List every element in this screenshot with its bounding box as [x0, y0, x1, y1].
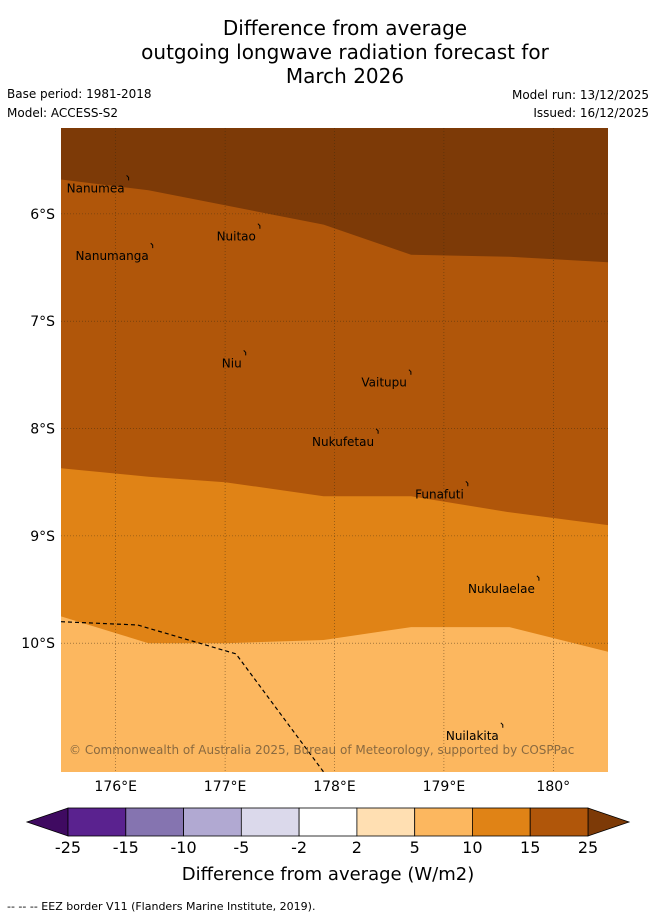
colorbar-tick-label: -10	[171, 838, 197, 857]
lon-tick-label: 176°E	[94, 779, 137, 795]
island-outline	[375, 428, 379, 434]
colorbar-segment	[125, 807, 185, 837]
island-label: Nukulaelae	[468, 582, 535, 596]
lon-tick-label: 180°	[536, 779, 570, 795]
island-label: Nukufetau	[312, 435, 374, 449]
colorbar-tick-label: -5	[233, 838, 249, 857]
colorbar-over-arrow	[587, 807, 631, 837]
chart-title: Difference from average outgoing longwav…	[0, 16, 655, 88]
colorbar-tick-label: -2	[291, 838, 307, 857]
lat-tick-label: 6°S	[30, 207, 55, 223]
island-outline	[150, 242, 154, 249]
colorbar-tick-label: 5	[410, 838, 420, 857]
base-period-label: Base period: 1981-2018	[7, 87, 152, 101]
colorbar-under-arrow	[25, 807, 69, 837]
colorbar-tick-label: 10	[462, 838, 482, 857]
island-outline	[500, 722, 504, 728]
island-label: Nanumea	[67, 181, 125, 195]
band-5-to-10	[61, 616, 608, 772]
forecast-map: Nanumea Nuitao Nanumanga Niu Vaitupu Nukufeta…	[21, 128, 631, 885]
island-label: Niu	[222, 356, 242, 370]
colorbar-tick-label: 15	[520, 838, 540, 857]
eez-border-note: -- -- -- EEZ border V11 (Flanders Marine…	[7, 900, 316, 913]
island-label: Funafuti	[415, 487, 464, 501]
eez-border-line	[60, 621, 325, 773]
colorbar-title: Difference from average (W/m2)	[182, 864, 474, 885]
colorbar-segment	[356, 807, 416, 837]
island-outline	[126, 175, 130, 181]
issued-label: Issued: 16/12/2025	[533, 106, 649, 120]
model-label: Model: ACCESS-S2	[7, 106, 119, 120]
island-outline	[465, 480, 469, 487]
colorbar-segment	[471, 807, 531, 837]
island-label: Vaitupu	[361, 376, 407, 390]
colorbar-tick-label: -25	[55, 838, 81, 857]
island-outline	[536, 575, 540, 581]
island-label: Nuitao	[217, 230, 256, 244]
colorbar-segment	[67, 807, 127, 837]
colorbar-tick-label: 25	[578, 838, 598, 857]
title-line-2: outgoing longwave radiation forecast for	[141, 40, 549, 64]
island-outline	[243, 350, 247, 356]
island-label: Nuilakita	[446, 729, 499, 743]
colorbar-tick-label: 2	[352, 838, 362, 857]
lat-tick-label: 8°S	[30, 422, 55, 438]
lon-tick-label: 177°E	[204, 779, 247, 795]
colorbar-segment	[298, 807, 358, 837]
title-line-3: March 2026	[285, 64, 405, 88]
colorbar-tick-label: -15	[113, 838, 139, 857]
title-line-1: Difference from average	[222, 16, 468, 40]
colorbar-segment	[529, 807, 589, 837]
colorbar-segment	[240, 807, 300, 837]
lat-tick-label: 10°S	[21, 636, 55, 652]
colorbar-segment	[183, 807, 242, 837]
model-run-label: Model run: 13/12/2025	[511, 88, 649, 102]
lat-tick-label: 7°S	[30, 314, 55, 330]
copyright-text: © Commonwealth of Australia 2025, Bureau…	[69, 743, 574, 757]
island-label: Nanumanga	[76, 249, 149, 263]
lon-tick-label: 178°E	[313, 779, 356, 795]
colorbar-segment	[414, 807, 473, 837]
island-outline	[408, 369, 412, 375]
island-outline	[257, 223, 261, 229]
lat-tick-label: 9°S	[30, 529, 55, 545]
lon-tick-label: 179°E	[423, 779, 466, 795]
